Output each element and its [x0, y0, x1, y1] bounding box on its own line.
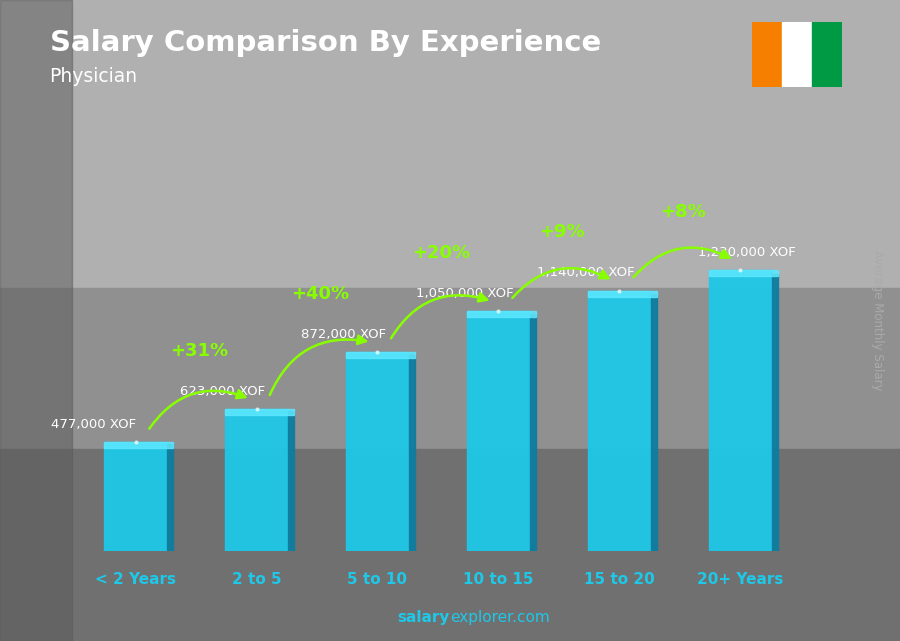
Bar: [651, 294, 657, 551]
Bar: [709, 270, 778, 276]
Text: +31%: +31%: [170, 342, 228, 360]
Text: 15 to 20: 15 to 20: [584, 572, 655, 587]
Bar: [346, 352, 409, 551]
Text: 20+ Years: 20+ Years: [698, 572, 784, 587]
Text: 872,000 XOF: 872,000 XOF: [302, 328, 386, 340]
Bar: [0, 288, 900, 449]
Bar: [530, 315, 536, 551]
Bar: [812, 22, 842, 87]
Bar: [781, 22, 812, 87]
Text: salary: salary: [398, 610, 450, 625]
Bar: [346, 352, 415, 358]
Bar: [225, 409, 294, 415]
Bar: [752, 22, 781, 87]
Text: 5 to 10: 5 to 10: [347, 572, 408, 587]
Text: Salary Comparison By Experience: Salary Comparison By Experience: [50, 29, 601, 57]
Bar: [0, 449, 900, 641]
Text: 1,050,000 XOF: 1,050,000 XOF: [416, 287, 513, 300]
Bar: [167, 444, 174, 551]
Text: explorer.com: explorer.com: [450, 610, 550, 625]
Bar: [588, 290, 651, 551]
Bar: [588, 290, 657, 297]
Bar: [409, 355, 415, 551]
Text: Physician: Physician: [50, 67, 138, 87]
Bar: [467, 311, 536, 317]
Text: 2 to 5: 2 to 5: [231, 572, 282, 587]
Text: +40%: +40%: [291, 285, 349, 303]
Bar: [467, 311, 530, 551]
Text: 1,140,000 XOF: 1,140,000 XOF: [536, 267, 634, 279]
Bar: [104, 442, 174, 449]
Text: 1,230,000 XOF: 1,230,000 XOF: [698, 246, 796, 259]
Bar: [772, 274, 778, 551]
Text: 477,000 XOF: 477,000 XOF: [50, 418, 136, 431]
Bar: [709, 270, 772, 551]
Text: 623,000 XOF: 623,000 XOF: [180, 385, 266, 397]
Text: 10 to 15: 10 to 15: [464, 572, 534, 587]
Bar: [0, 0, 72, 641]
Text: +8%: +8%: [660, 203, 706, 221]
Text: < 2 Years: < 2 Years: [95, 572, 176, 587]
Bar: [225, 409, 288, 551]
Bar: [0, 0, 900, 288]
Text: +9%: +9%: [539, 224, 585, 242]
Text: Average Monthly Salary: Average Monthly Salary: [871, 250, 884, 391]
Bar: [104, 442, 167, 551]
Bar: [288, 411, 294, 551]
Text: +20%: +20%: [412, 244, 470, 262]
